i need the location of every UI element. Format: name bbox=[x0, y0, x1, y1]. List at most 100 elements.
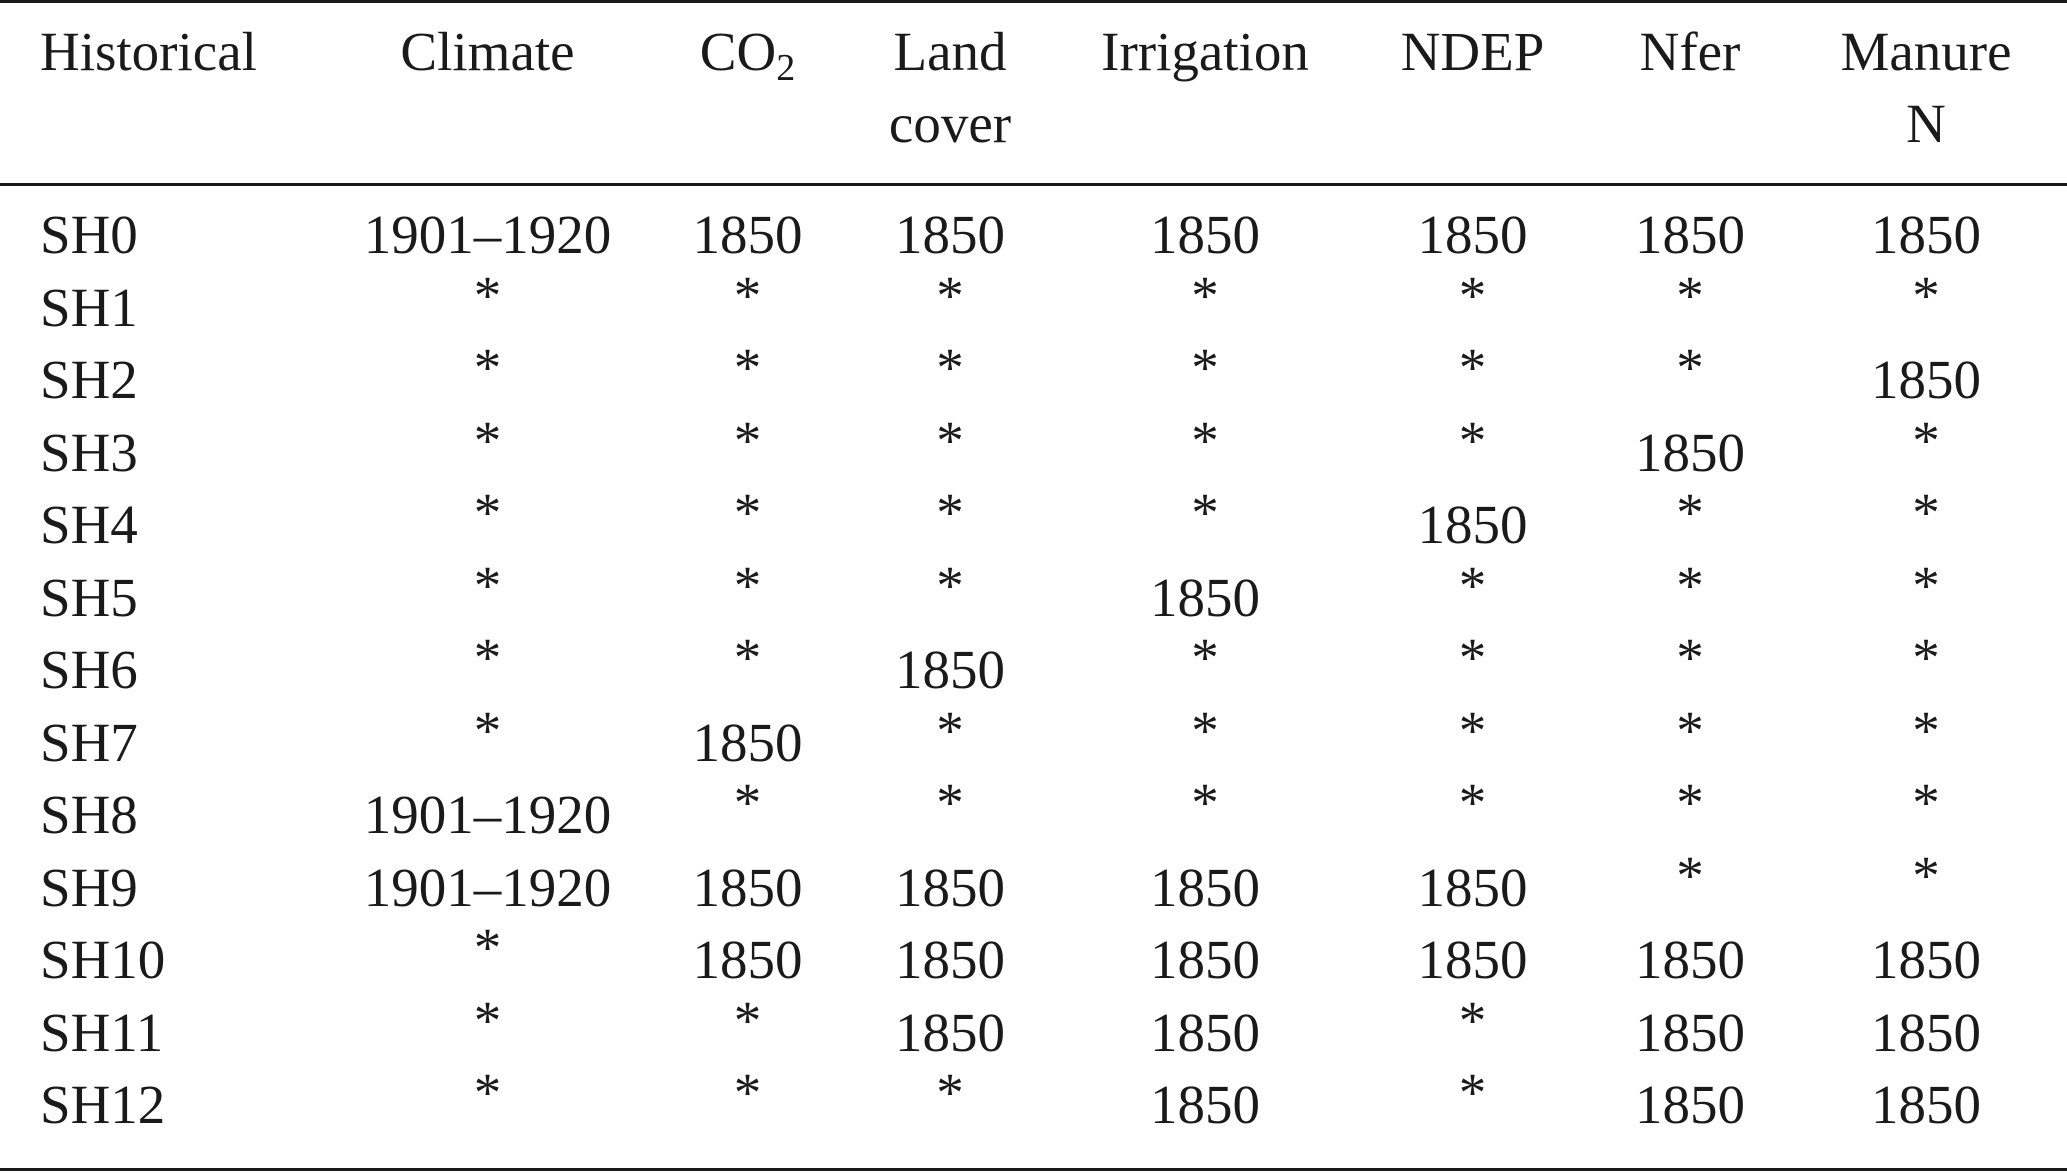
cell-text: * bbox=[733, 264, 762, 326]
table-cell: 1850 bbox=[840, 924, 1060, 997]
table-cell: * bbox=[1350, 555, 1595, 635]
table-cell: * bbox=[1785, 627, 2067, 707]
cell-text: 1850 bbox=[1635, 1074, 1745, 1136]
cell-text: * bbox=[1458, 772, 1487, 834]
table-cell: * bbox=[1350, 627, 1595, 707]
cell-text: * bbox=[1458, 989, 1487, 1051]
table-cell: * bbox=[1060, 627, 1350, 707]
row-label: SH10 bbox=[0, 924, 320, 997]
table-row: SH12 * * * 1850 * 1850 1850 bbox=[0, 1062, 2067, 1142]
cell-text: SH3 bbox=[40, 421, 138, 483]
cell-text: 1850 bbox=[1417, 856, 1528, 918]
cell-text: * bbox=[1458, 627, 1487, 689]
table-cell: 1850 bbox=[1060, 924, 1350, 997]
table-cell: 1850 bbox=[1350, 183, 1595, 272]
table-cell: * bbox=[1595, 772, 1785, 852]
cell-text: 1850 bbox=[1635, 1001, 1745, 1063]
row-label: SH0 bbox=[0, 183, 320, 272]
row-label: SH5 bbox=[0, 562, 320, 635]
cell-text: * bbox=[1191, 482, 1219, 544]
header-ndep: NDEP bbox=[1400, 21, 1545, 82]
cell-text: * bbox=[473, 482, 502, 544]
table-cell: * bbox=[1350, 265, 1595, 345]
table-cell: * bbox=[1785, 410, 2067, 490]
cell-text: 1850 bbox=[1417, 494, 1528, 556]
cell-text: * bbox=[1676, 772, 1704, 834]
cell-text: * bbox=[1676, 482, 1704, 544]
cell-text: SH4 bbox=[40, 494, 138, 556]
cell-text: 1850 bbox=[1871, 349, 1981, 411]
cell-text: 1850 bbox=[895, 204, 1005, 266]
cell-text: SH5 bbox=[40, 566, 138, 628]
cell-text: 1850 bbox=[895, 639, 1005, 701]
row-label: SH9 bbox=[0, 852, 320, 925]
table-cell: * bbox=[1060, 337, 1350, 417]
header-rule bbox=[0, 183, 2067, 186]
header-manure-n: Manure N bbox=[1840, 21, 2012, 154]
table-cell: * bbox=[1350, 410, 1595, 490]
table-cell: 1850 bbox=[1350, 852, 1595, 925]
table-cell: 1850 bbox=[840, 852, 1060, 925]
table-cell: * bbox=[655, 990, 840, 1070]
cell-text: * bbox=[1912, 844, 1940, 906]
table-cell: * bbox=[655, 627, 840, 707]
header-nfer: Nfer bbox=[1639, 21, 1741, 82]
bottom-rule bbox=[0, 1168, 2067, 1171]
cell-text: 1901–1920 bbox=[363, 204, 612, 266]
cell-text: * bbox=[733, 554, 762, 616]
cell-text: SH2 bbox=[40, 349, 138, 411]
table-cell: 1850 bbox=[1350, 924, 1595, 997]
table-cell: 1850 bbox=[1785, 997, 2067, 1070]
table-cell: * bbox=[320, 627, 655, 707]
table-cell: 1850 bbox=[1060, 562, 1350, 635]
table-cell: 1850 bbox=[1785, 1069, 2067, 1142]
cell-text: SH10 bbox=[40, 929, 166, 991]
table-cell: * bbox=[1060, 410, 1350, 490]
table-cell: 1850 bbox=[1060, 852, 1350, 925]
header-climate: Climate bbox=[400, 21, 575, 82]
cell-text: 1850 bbox=[1150, 1074, 1260, 1136]
data-table: Historical Climate CO2 Land cover Irrigat… bbox=[0, 21, 2067, 1142]
table-cell: * bbox=[1595, 337, 1785, 417]
row-label: SH3 bbox=[0, 417, 320, 490]
cell-text: * bbox=[473, 1062, 502, 1124]
cell-text: 1850 bbox=[1150, 929, 1260, 991]
table-cell: 1850 bbox=[840, 997, 1060, 1070]
table-cell: 1850 bbox=[1785, 924, 2067, 997]
cell-text: 1850 bbox=[1150, 856, 1260, 918]
table-cell: * bbox=[320, 482, 655, 562]
table-cell: 1850 bbox=[1595, 997, 1785, 1070]
cell-text: * bbox=[473, 917, 502, 979]
table-cell: * bbox=[655, 555, 840, 635]
table-cell: * bbox=[320, 1062, 655, 1142]
cell-text: SH1 bbox=[40, 276, 138, 338]
cell-text: * bbox=[1912, 772, 1940, 834]
table-cell: * bbox=[840, 1062, 1060, 1142]
table-cell: 1850 bbox=[1595, 1069, 1785, 1142]
header-land-cover: Land cover bbox=[888, 21, 1012, 154]
table-body: SH0 1901–1920 1850 1850 1850 1850 1850 1850 SH1 *… bbox=[0, 183, 2067, 1142]
table-cell: * bbox=[840, 772, 1060, 852]
row-label: SH4 bbox=[0, 489, 320, 562]
cell-text: * bbox=[1191, 409, 1219, 471]
table-cell: * bbox=[655, 410, 840, 490]
row-label: SH8 bbox=[0, 779, 320, 852]
table-cell: * bbox=[320, 410, 655, 490]
cell-text: * bbox=[473, 409, 502, 471]
cell-text: * bbox=[473, 264, 502, 326]
table-row: SH0 1901–1920 1850 1850 1850 1850 1850 1850 bbox=[0, 183, 2067, 272]
table-cell: * bbox=[1785, 845, 2067, 925]
table-row: SH1 * * * * * * * bbox=[0, 265, 2067, 345]
table-cell: 1850 bbox=[655, 183, 840, 272]
cell-text: 1850 bbox=[1150, 204, 1260, 266]
table-row: SH11 * * 1850 1850 * 1850 1850 bbox=[0, 990, 2067, 1070]
table-cell: 1850 bbox=[655, 852, 840, 925]
cell-text: * bbox=[733, 409, 762, 471]
cell-text: * bbox=[473, 554, 502, 616]
cell-text: 1850 bbox=[1635, 421, 1745, 483]
cell-text: * bbox=[473, 337, 502, 399]
cell-text: * bbox=[936, 1062, 964, 1124]
header-irrigation: Irrigation bbox=[1101, 21, 1309, 82]
table-cell: * bbox=[320, 265, 655, 345]
